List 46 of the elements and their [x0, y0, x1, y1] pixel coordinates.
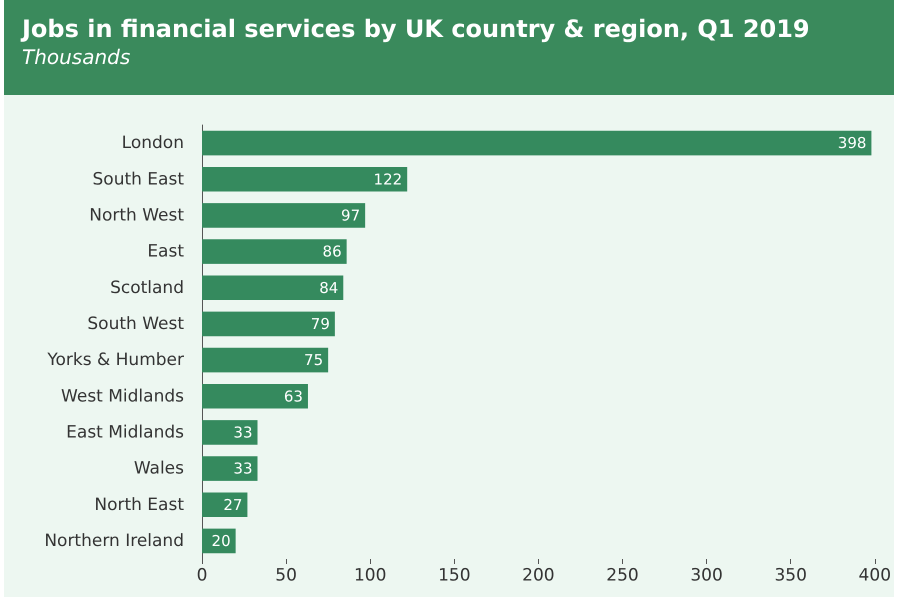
x-tick-label: 50 [275, 566, 297, 586]
bar [202, 239, 347, 264]
data-label: 79 [310, 314, 330, 333]
bar [202, 203, 366, 228]
y-tick-label: South West [87, 314, 184, 334]
bar [202, 384, 308, 409]
bar [202, 130, 872, 156]
data-label: 33 [233, 460, 253, 478]
y-tick-label: Yorks & Humber [46, 350, 184, 370]
chart-subtitle: Thousands [22, 44, 132, 70]
data-label: 75 [304, 351, 324, 370]
x-tick-label: 250 [606, 566, 639, 586]
data-label: 84 [319, 278, 338, 297]
chart-title: Jobs in financial services by UK country & region, Q1 2019 [22, 14, 811, 44]
y-tick-label: North West [89, 205, 184, 226]
data-label: 122 [374, 170, 402, 188]
x-tick-label: 300 [690, 566, 723, 586]
y-tick-label: East Midlands [66, 422, 184, 442]
y-tick-label: North East [94, 494, 184, 515]
bar [202, 420, 258, 445]
y-tick-label: South East [92, 169, 184, 190]
x-tick-label: 100 [354, 566, 386, 586]
y-tick-label: Scotland [110, 278, 184, 298]
data-label: 86 [322, 242, 342, 261]
data-label: 20 [212, 532, 231, 550]
bar [202, 456, 258, 481]
y-tick-label: Northern Ireland [44, 530, 184, 551]
x-tick-label: 200 [522, 566, 555, 586]
bar [202, 312, 335, 336]
y-tick-label: East [147, 242, 184, 262]
bar [202, 275, 344, 300]
data-label: 27 [223, 496, 242, 514]
bar [202, 166, 408, 192]
x-tick-label: 400 [858, 566, 892, 586]
x-tick-label: 0 [196, 566, 208, 586]
x-tick-label: 350 [774, 566, 807, 586]
data-label: 398 [838, 134, 866, 152]
bar [202, 348, 328, 372]
x-tick-label: 150 [438, 566, 471, 586]
bar [202, 492, 248, 518]
data-label: 63 [284, 387, 303, 406]
data-label: 33 [233, 423, 253, 442]
data-label: 97 [341, 206, 360, 224]
y-tick-label: London [122, 133, 184, 154]
y-tick-label: West Midlands [61, 386, 184, 406]
y-tick-label: Wales [134, 458, 184, 479]
